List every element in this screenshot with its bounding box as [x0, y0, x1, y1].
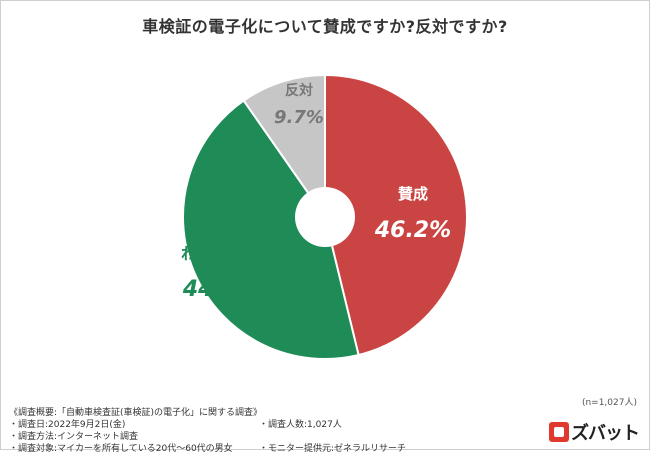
survey-date: ・調査日:2022年9月2日(金) [9, 420, 126, 430]
slice-value-1: 46.2% [374, 218, 451, 243]
survey-count: ・調査人数:1,027人 [259, 420, 342, 430]
zubat-logo-text: ズバット [571, 423, 640, 444]
survey-target: ・調査対象:マイカーを所有している20代〜60代の男女 [9, 444, 233, 454]
pie-slice-3 [242, 73, 326, 221]
survey-method: ・調査方法:インターネット調査 [9, 432, 139, 442]
zubat-logo-icon [549, 422, 569, 442]
pie-chart: 賛成 46.2% わからない 44.1% 反対 9.7% [181, 73, 468, 360]
slice-label-1: 賛成 [398, 185, 428, 203]
slice-label-3: 反対 [285, 82, 313, 99]
pie-slice-2 [182, 99, 360, 360]
chart-title: 車検証の電子化について賛成ですか?反対ですか? [142, 17, 508, 36]
donut-hole [295, 187, 355, 247]
sample-size-note: (n=1,027人) [581, 398, 637, 408]
survey-provider: ・モニター提供元:ゼネラルリサーチ [259, 444, 407, 454]
pie-slice-1 [324, 73, 468, 357]
zubat-logo: ズバット [549, 419, 640, 445]
slice-label-2: わからない [181, 244, 261, 263]
survey-heading: 《調査概要:「自動車検査証(車検証)の電子化」に関する調査》 [9, 408, 263, 418]
survey-summary: 《調査概要:「自動車検査証(車検証)の電子化」に関する調査》 ・調査日:2022… [9, 407, 406, 455]
slice-value-2: 44.1% [182, 277, 259, 302]
slice-value-3: 9.7% [274, 107, 324, 128]
